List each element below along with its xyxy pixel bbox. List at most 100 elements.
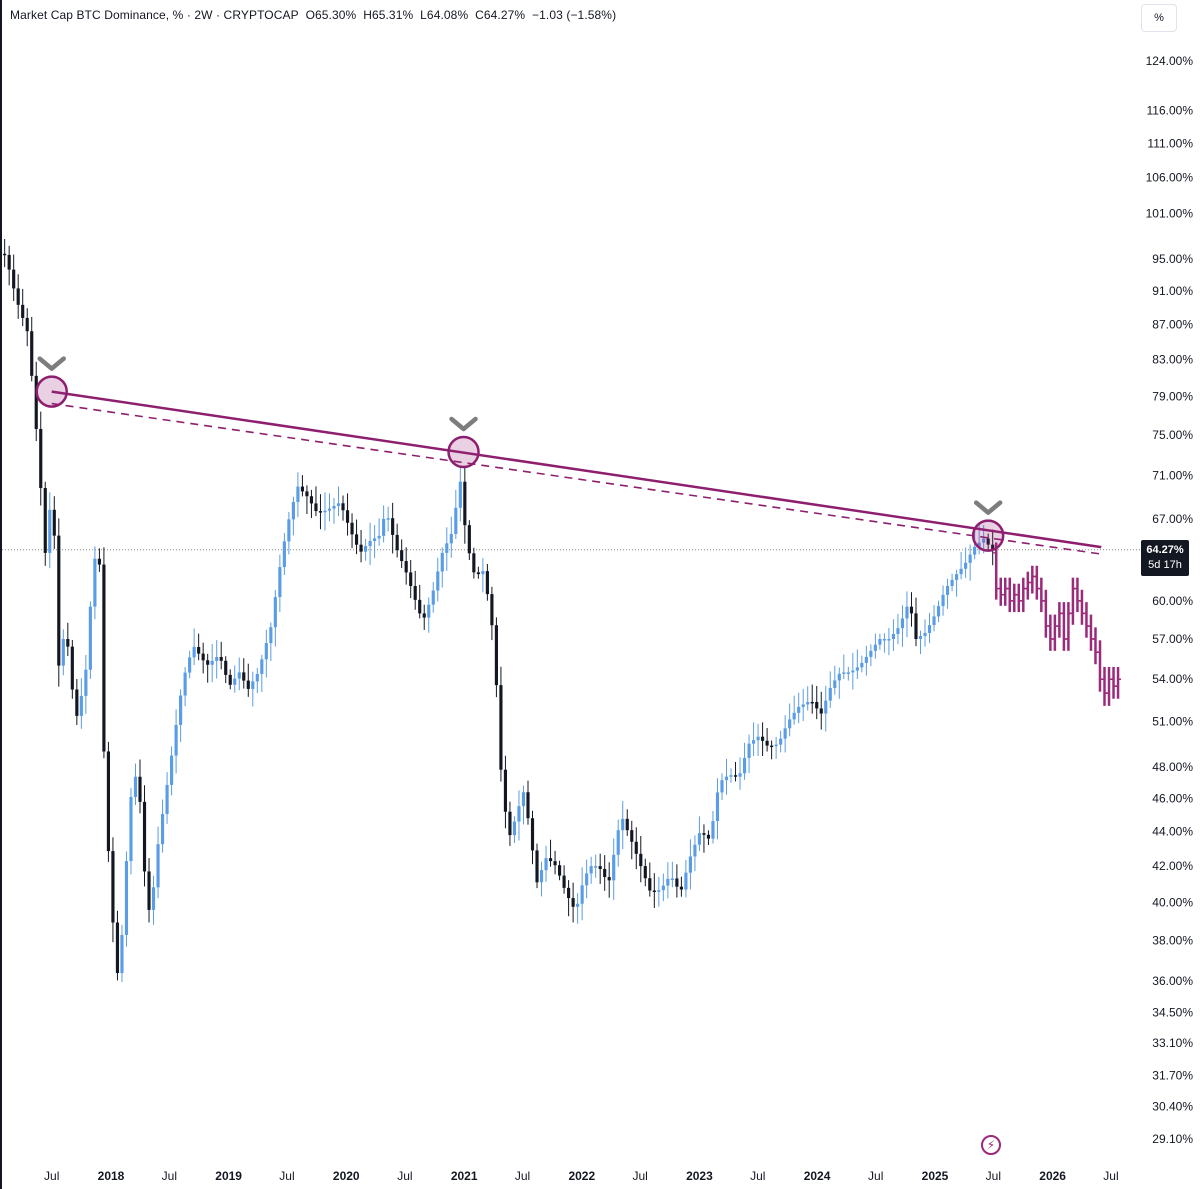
candle-body — [585, 873, 589, 886]
candle-body — [467, 525, 471, 554]
candle-body — [936, 606, 941, 617]
current-price-value: 64.27% — [1146, 544, 1184, 556]
candle-body — [3, 253, 7, 256]
touch-point-circle — [35, 375, 68, 408]
candle-body — [932, 616, 936, 626]
candle-body — [792, 712, 796, 720]
candle-body — [643, 866, 647, 879]
y-tick-label: 31.70% — [1152, 1068, 1193, 1082]
candle-body — [548, 858, 553, 862]
candle-body — [733, 775, 738, 777]
candle-body — [621, 818, 625, 831]
candle-body — [449, 533, 453, 544]
y-tick-label: 44.00% — [1152, 825, 1193, 839]
candle-body — [345, 510, 350, 523]
candle-body — [815, 702, 819, 709]
candle-body — [508, 811, 512, 836]
candle-body — [914, 613, 918, 640]
ohlc-open: O65.30% — [305, 8, 357, 22]
candle-body — [909, 606, 914, 614]
y-tick-label: 67.00% — [1152, 512, 1193, 526]
candle-body — [409, 572, 413, 587]
candle-body — [521, 792, 526, 807]
candle-body — [228, 674, 232, 685]
candle-body — [724, 776, 729, 781]
candle-body — [810, 701, 814, 704]
candle-body — [400, 550, 404, 562]
candle-body — [147, 871, 151, 910]
y-tick-label: 57.00% — [1152, 632, 1193, 646]
candle-body — [291, 501, 295, 520]
candle-body — [115, 922, 120, 974]
candle-body — [427, 604, 431, 618]
lightning-icon[interactable]: ⚡ — [981, 1135, 1001, 1155]
candle-body — [336, 503, 341, 506]
y-tick-label: 54.00% — [1152, 672, 1193, 686]
candle-body — [512, 821, 517, 836]
y-tick-label: 30.40% — [1152, 1099, 1193, 1113]
candle-body — [819, 708, 823, 714]
candle-body — [151, 887, 156, 910]
candle-body — [634, 841, 638, 854]
candle-body — [39, 428, 43, 489]
candle-body — [395, 534, 399, 551]
candle-body — [12, 269, 16, 289]
candle-body — [553, 861, 557, 866]
candle-body — [463, 481, 467, 526]
candle-body — [373, 538, 377, 541]
symbol-name[interactable]: Market Cap BTC Dominance, % · 2W · CRYPT… — [10, 8, 299, 22]
x-tick-label: Jul — [44, 1169, 59, 1183]
candle-body — [264, 643, 268, 660]
candle-body — [697, 833, 702, 845]
y-tick-label: 33.10% — [1152, 1036, 1193, 1050]
candle-body — [982, 538, 986, 543]
candle-body — [986, 538, 990, 545]
candle-body — [404, 561, 408, 573]
candle-body — [833, 680, 837, 688]
candle-body — [571, 898, 575, 907]
y-tick-label: 75.00% — [1152, 428, 1193, 442]
candle-body — [851, 670, 855, 673]
candle-body — [715, 792, 720, 822]
candle-body — [309, 496, 314, 504]
candle-body — [7, 254, 11, 270]
candle-body — [612, 854, 616, 881]
candle-body — [973, 546, 977, 555]
candle-body — [837, 673, 841, 681]
candle-body — [84, 669, 88, 696]
x-tick-label: 2018 — [98, 1169, 125, 1183]
candle-body — [607, 877, 611, 881]
candle-body — [364, 546, 368, 552]
candle-body — [93, 558, 97, 607]
y-tick-label: 71.00% — [1152, 469, 1193, 483]
axis-unit-button[interactable]: % — [1141, 4, 1177, 32]
candle-body — [706, 834, 711, 839]
candle-body — [639, 853, 643, 867]
candle-body — [174, 724, 178, 756]
candle-body — [48, 509, 52, 553]
candle-body — [75, 689, 79, 716]
candle-body — [323, 510, 327, 513]
candle-body — [882, 639, 886, 641]
candle-body — [490, 594, 494, 626]
candle-body — [675, 878, 679, 887]
candle-body — [860, 662, 864, 668]
candle-body — [779, 738, 783, 745]
candle-body — [16, 288, 20, 305]
candle-body — [720, 780, 724, 793]
candle-body — [282, 541, 286, 568]
candle-body — [61, 639, 65, 666]
candle-body — [418, 599, 422, 614]
candle-body — [964, 562, 968, 569]
candle-body — [160, 813, 165, 845]
candle-body — [761, 736, 765, 741]
candle-body — [589, 866, 593, 874]
x-tick-label: Jul — [1103, 1169, 1118, 1183]
x-tick-label: 2022 — [568, 1169, 595, 1183]
bar-countdown: 5d 17h — [1148, 559, 1182, 571]
y-tick-label: 38.00% — [1152, 934, 1193, 948]
candle-body — [945, 585, 950, 595]
candle-body — [296, 486, 300, 502]
